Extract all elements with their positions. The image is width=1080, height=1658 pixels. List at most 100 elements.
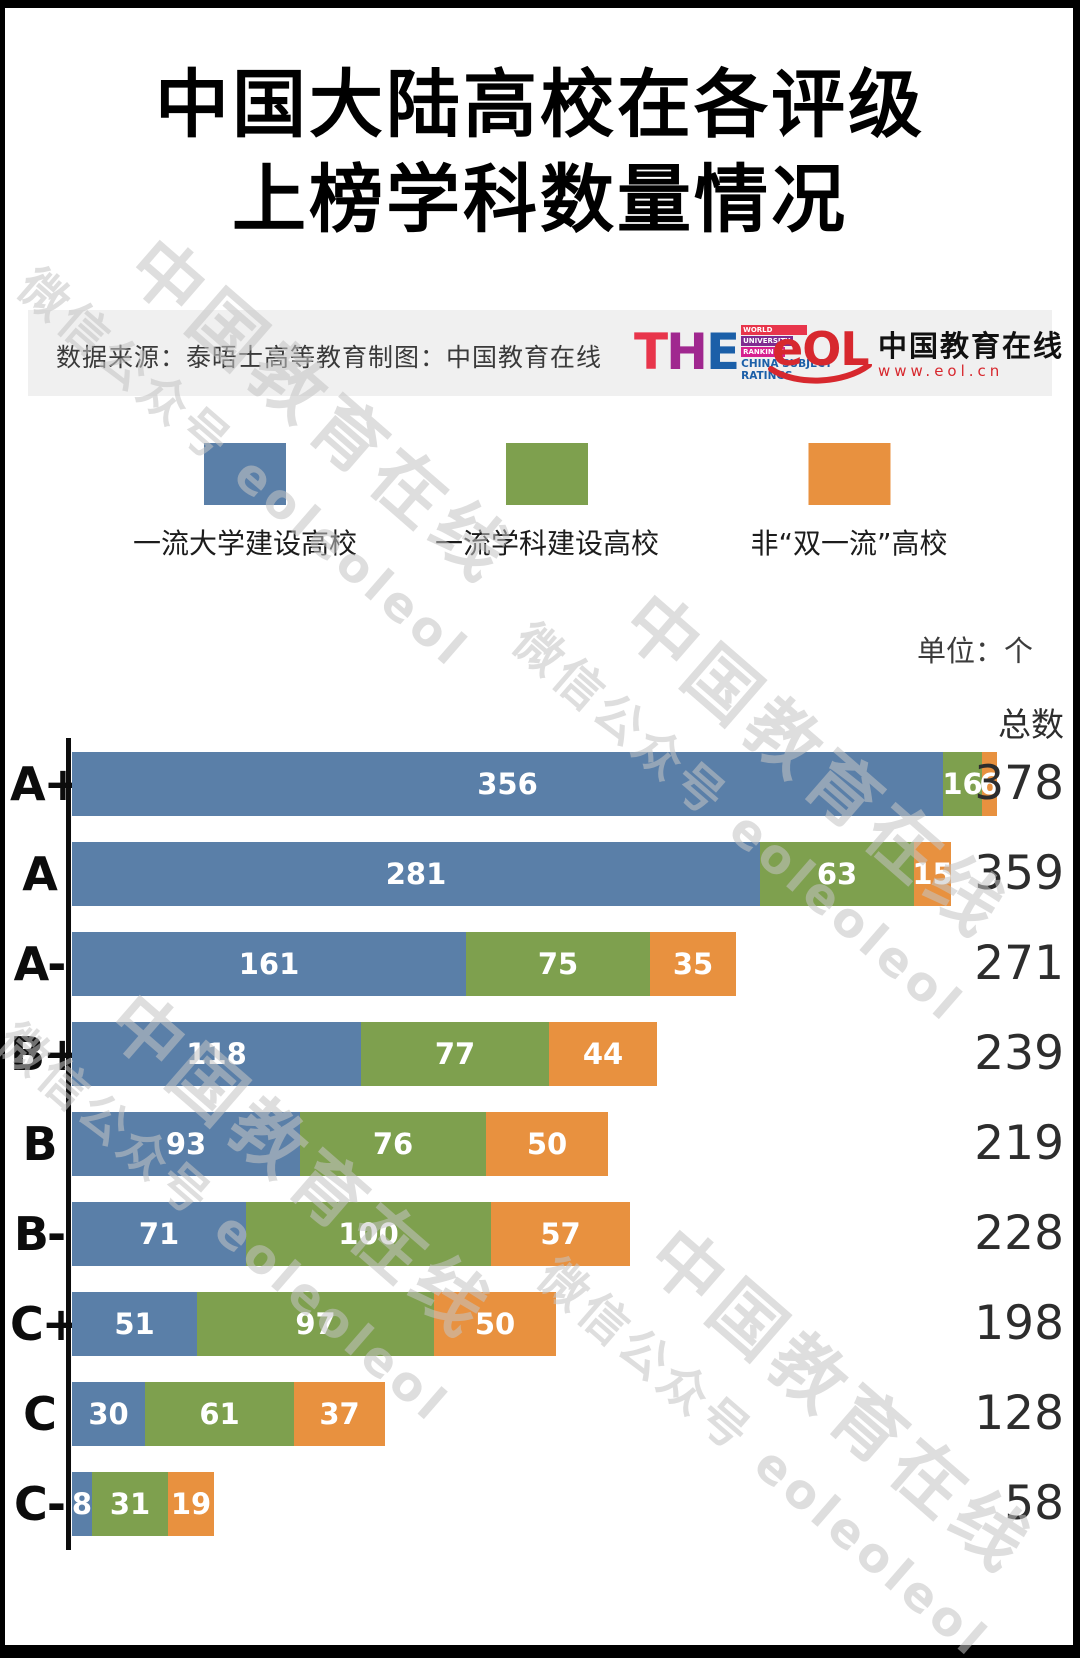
segment-value: 30: [88, 1397, 129, 1431]
bar-segment: 44: [549, 1022, 657, 1086]
segment-value: 8: [71, 1487, 93, 1521]
credit-label: 制图：中国教育在线: [368, 343, 603, 372]
bar-row-A: A 281 63 15 359: [0, 842, 1080, 906]
row-label-B-: B-: [13, 1207, 66, 1261]
bar-segment: 77: [361, 1022, 549, 1086]
y-axis-line: [66, 738, 71, 1550]
segment-value: 37: [319, 1397, 360, 1431]
bar-segment: 161: [72, 932, 466, 996]
the-logo-wordmarks: WORLD UNIVERSITY RANKINGS CHINA SUBJECT …: [741, 322, 832, 384]
segment-value: 61: [199, 1397, 240, 1431]
bar-row-C+: C+ 51 97 50 198: [0, 1292, 1080, 1356]
legend-item: 一流学科建设高校: [435, 443, 659, 562]
segment-value: 35: [672, 947, 714, 981]
bar-segment: 51: [72, 1292, 197, 1356]
source-band: [28, 310, 1052, 396]
segment-value: 16: [942, 767, 983, 801]
bar-row-B: B 93 76 50 219: [0, 1112, 1080, 1176]
row-total: 128: [974, 1386, 1064, 1441]
legend-label: 非“双一流”高校: [750, 527, 948, 560]
the-bar-university: UNIVERSITY: [741, 336, 794, 346]
segment-value: 57: [540, 1217, 581, 1251]
segment-value: 50: [474, 1307, 516, 1341]
bar-row-A+: A+ 356 16 6 378: [0, 752, 1080, 816]
segment-value: 71: [138, 1217, 180, 1251]
the-logo: THE WORLD UNIVERSITY RANKINGS CHINA SUBJ…: [634, 322, 832, 384]
legend-swatch: [203, 443, 286, 505]
row-total: 219: [974, 1116, 1064, 1171]
row-label-B: B: [22, 1117, 57, 1171]
row-label-A+: A+: [10, 757, 82, 811]
segment-value: 356: [477, 767, 538, 801]
eol-logo-mark: eOL: [768, 322, 872, 384]
legend-label: 一流学科建设高校: [434, 527, 660, 560]
segment-value: 281: [385, 857, 447, 891]
eol-wordmark: eOL: [772, 322, 870, 376]
bar-segment: 76: [300, 1112, 486, 1176]
paper-background: [5, 8, 1073, 1645]
bar-segment: 30: [72, 1382, 145, 1446]
row-label-C: C: [23, 1387, 57, 1441]
bar-segment: 97: [197, 1292, 434, 1356]
segment-value: 15: [912, 857, 953, 891]
the-letter-e: E: [705, 323, 740, 381]
segment-value: 19: [170, 1487, 212, 1521]
data-source-label: 数据来源：泰晤士高等教育: [56, 343, 369, 372]
row-total: 271: [974, 936, 1064, 991]
row-label-C-: C-: [14, 1477, 66, 1531]
bar-segment: 19: [168, 1472, 214, 1536]
segment-value: 76: [372, 1127, 414, 1161]
row-total: 239: [974, 1026, 1064, 1081]
segment-value: 51: [114, 1307, 155, 1341]
bar-segment: 31: [92, 1472, 168, 1536]
segment-value: 100: [338, 1217, 399, 1251]
bar-segment: 61: [145, 1382, 294, 1446]
legend-label: 一流大学建设高校: [132, 527, 358, 560]
bar-row-B+: B+ 118 77 44 239: [0, 1022, 1080, 1086]
the-logo-letters: THE: [634, 322, 740, 384]
row-total: 378: [974, 756, 1064, 811]
segment-value: 93: [165, 1127, 207, 1161]
segment-value: 44: [582, 1037, 624, 1071]
eol-logo: eOL 中国教育在线 www.eol.cn: [768, 322, 1064, 386]
segment-value: 161: [238, 947, 300, 981]
bar-segment: 15: [912, 842, 953, 906]
title-line-2: 上榜学科数量情况: [232, 157, 848, 243]
legend-item: 一流大学建设高校: [133, 443, 357, 562]
bar-row-B-: B- 71 100 57 228: [0, 1202, 1080, 1266]
bar-segment: 71: [72, 1202, 246, 1266]
the-bar-world: WORLD: [741, 325, 808, 335]
row-label-A-: A-: [13, 937, 67, 991]
segment-value: 31: [109, 1487, 151, 1521]
segment-value: 118: [186, 1037, 247, 1071]
the-letter-t: T: [634, 323, 668, 381]
segment-value: 97: [295, 1307, 336, 1341]
bar-segment: 50: [434, 1292, 556, 1356]
row-label-C+: C+: [10, 1297, 80, 1351]
bar-row-A-: A- 161 75 35 271: [0, 932, 1080, 996]
bar-segment: 37: [294, 1382, 385, 1446]
bar-segment: 118: [72, 1022, 361, 1086]
segment-value: 63: [816, 857, 858, 891]
legend-swatch: [807, 443, 890, 505]
bar-segment: 50: [486, 1112, 608, 1176]
eol-logo-text: 中国教育在线 www.eol.cn: [878, 330, 1064, 380]
legend-swatch: [505, 443, 588, 505]
row-label-A: A: [22, 847, 58, 901]
legend-item: 非“双一流”高校: [750, 443, 948, 562]
unit-label: 单位：个: [916, 634, 1033, 668]
row-total: 58: [1004, 1476, 1064, 1531]
bar-segment: 8: [72, 1472, 92, 1536]
page-title: 中国大陆高校在各评级 上榜学科数量情况: [0, 58, 1080, 248]
title-line-1: 中国大陆高校在各评级: [155, 62, 925, 148]
bar-segment: 100: [246, 1202, 491, 1266]
eol-url: www.eol.cn: [878, 362, 1004, 380]
segment-value: 50: [526, 1127, 568, 1161]
eol-name: 中国教育在线: [878, 329, 1065, 363]
total-column-header: 总数: [998, 705, 1064, 744]
bar-segment: 57: [491, 1202, 630, 1266]
bar-segment: 6: [979, 752, 1000, 816]
bar-row-C-: C- 8 31 19 58: [0, 1472, 1080, 1536]
the-bar-rankings: RANKINGS: [741, 347, 786, 357]
